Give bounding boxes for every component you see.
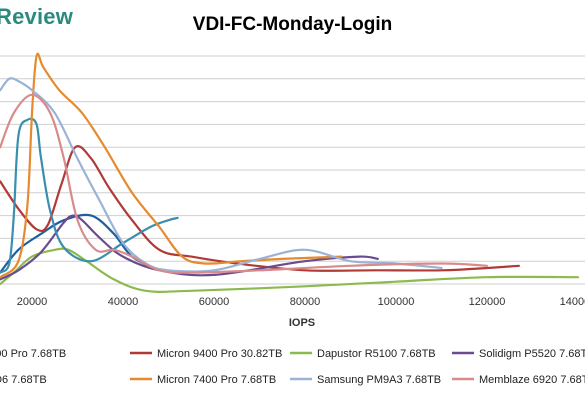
x-tick-label: 100000	[378, 296, 415, 308]
legend-label: Micron 9400 Pro 7.68TB	[0, 348, 66, 360]
legend-label: Micron 9400 Pro 30.82TB	[157, 348, 282, 360]
chart-title: VDI-FC-Monday-Login	[192, 14, 393, 35]
brand-logo: Review	[0, 4, 74, 29]
series-lines	[0, 52, 580, 293]
series-line-7	[0, 77, 443, 273]
legend-label: Solidigm P5520 7.68TB	[479, 348, 585, 360]
series-line-5	[0, 117, 179, 274]
series-line-6	[0, 52, 343, 279]
x-tick-label: 80000	[290, 296, 321, 308]
x-tick-label: 40000	[108, 296, 139, 308]
legend: Micron 9400 Pro 7.68TB Micron 9400 Pro 30…	[0, 348, 585, 386]
legend-label: Samsung PM9A3 7.68TB	[317, 374, 441, 386]
legend-label: Memblaze 6920 7.68TB	[479, 374, 585, 386]
series-line-3	[0, 247, 580, 293]
x-tick-label: 60000	[199, 296, 230, 308]
x-tick-label: 20000	[17, 296, 48, 308]
gridlines	[0, 55, 585, 285]
x-tick-label: 120000	[469, 296, 506, 308]
legend-label: Dapustor R5100 7.68TB	[317, 348, 436, 360]
x-tick-labels: 20000 40000 60000 80000 100000 120000 140000	[17, 296, 585, 308]
legend-label: Micron 7400 Pro 7.68TB	[157, 374, 276, 386]
series-line-8	[0, 93, 489, 274]
legend-label: KIOXIA CD6 7.68TB	[0, 374, 47, 386]
x-axis-title: IOPS	[289, 317, 315, 329]
series-line-4	[0, 214, 379, 281]
x-tick-label: 140000	[560, 296, 585, 308]
series-line-2	[0, 145, 520, 272]
